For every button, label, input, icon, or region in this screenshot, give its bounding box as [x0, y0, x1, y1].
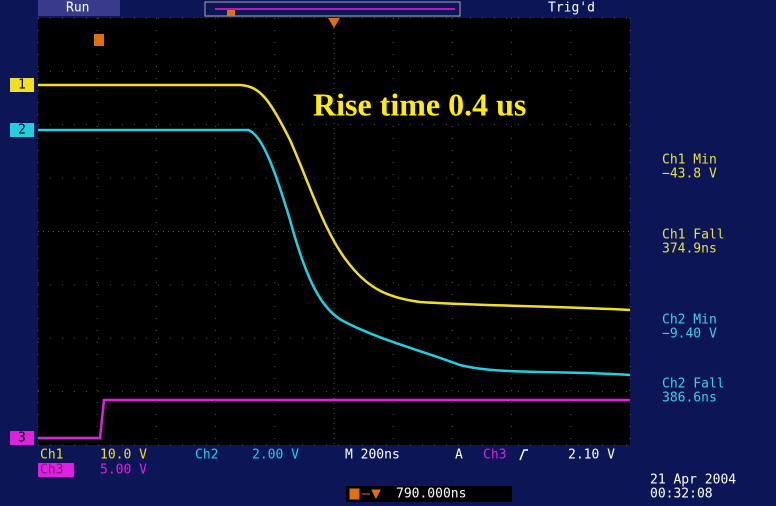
measure-value: −43.8 V	[662, 167, 717, 182]
ch3-marker-label: 3	[18, 431, 26, 446]
position: 790.000ns	[396, 487, 466, 502]
trigger-mode: A	[455, 448, 463, 463]
trigger-status: Trig'd	[548, 1, 595, 16]
trigger-source: Ch3	[483, 448, 506, 463]
measure-label: Ch1 Min	[662, 153, 717, 168]
ch1-marker-label: 1	[18, 78, 26, 93]
trigger-pos-marker	[227, 10, 235, 16]
date: 21 Apr 2004	[650, 473, 736, 488]
measure-value: 386.6ns	[662, 391, 717, 406]
measure-label: Ch2 Fall	[662, 377, 725, 392]
trigger-t-marker	[94, 34, 104, 46]
ch3-scale: 5.00 V	[100, 463, 147, 478]
scope-screen: Run Trig'd 1 2 3 Rise time 0.4 us Ch1 Mi…	[0, 0, 776, 506]
measure-label: Ch2 Min	[662, 313, 717, 328]
time: 00:32:08	[650, 487, 713, 502]
ch1-scale: 10.0 V	[100, 448, 147, 463]
measure-label: Ch1 Fall	[662, 228, 725, 243]
measure-value: 374.9ns	[662, 242, 717, 257]
measure-value: −9.40 V	[662, 327, 717, 342]
ch2-label: Ch2	[195, 448, 218, 463]
ch1-label: Ch1	[40, 448, 63, 463]
run-status: Run	[66, 1, 89, 16]
timebase: M 200ns	[345, 448, 400, 463]
ch2-marker-label: 2	[18, 123, 26, 138]
annotation: Rise time 0.4 us	[313, 86, 526, 122]
ch2-scale: 2.00 V	[252, 448, 299, 463]
trigger-level: 2.10 V	[568, 448, 615, 463]
ch3-label: Ch3	[40, 463, 63, 478]
